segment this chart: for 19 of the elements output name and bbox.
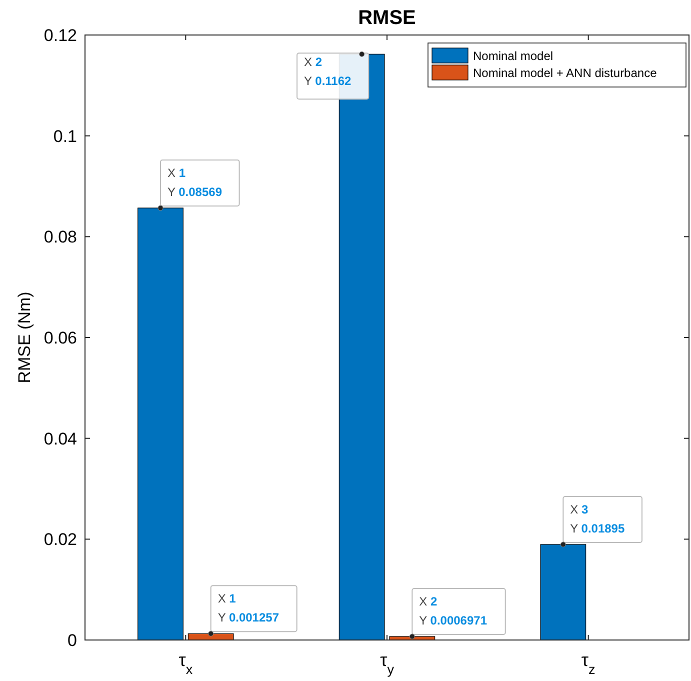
annotation: X 3 Y 0.01895 [570,502,625,536]
annotation: X 1 Y 0.08569 [168,166,222,199]
legend-label: Nominal model + ANN disturbance [473,66,658,80]
annotation: X 1 Y 0.001257 [218,592,280,625]
x-tick-label: τ$_{y}$ [380,650,394,676]
y-tick-label: 0.08 [44,228,77,247]
annotation: X 2 Y 0.0006971 [419,594,488,628]
legend-label: Nominal model [473,49,554,63]
y-tick-label: 0.06 [44,328,77,348]
y-tick-label: 0.1 [53,126,77,146]
y-axis-title: RMSE (Nm) [15,292,34,384]
y-tick-label: 0.12 [44,26,77,45]
y-tick-label: 0 [68,631,77,650]
chart-title: RMSE [358,7,416,29]
annotation: X 2 Y 0.1162 [304,55,352,88]
x-tick-label: τ$_{z}$ [581,650,596,676]
y-tick-label: 0.02 [44,530,77,550]
x-tick-label: τ$_{x}$ [178,650,193,676]
y-tick-label: 0.04 [44,429,77,448]
